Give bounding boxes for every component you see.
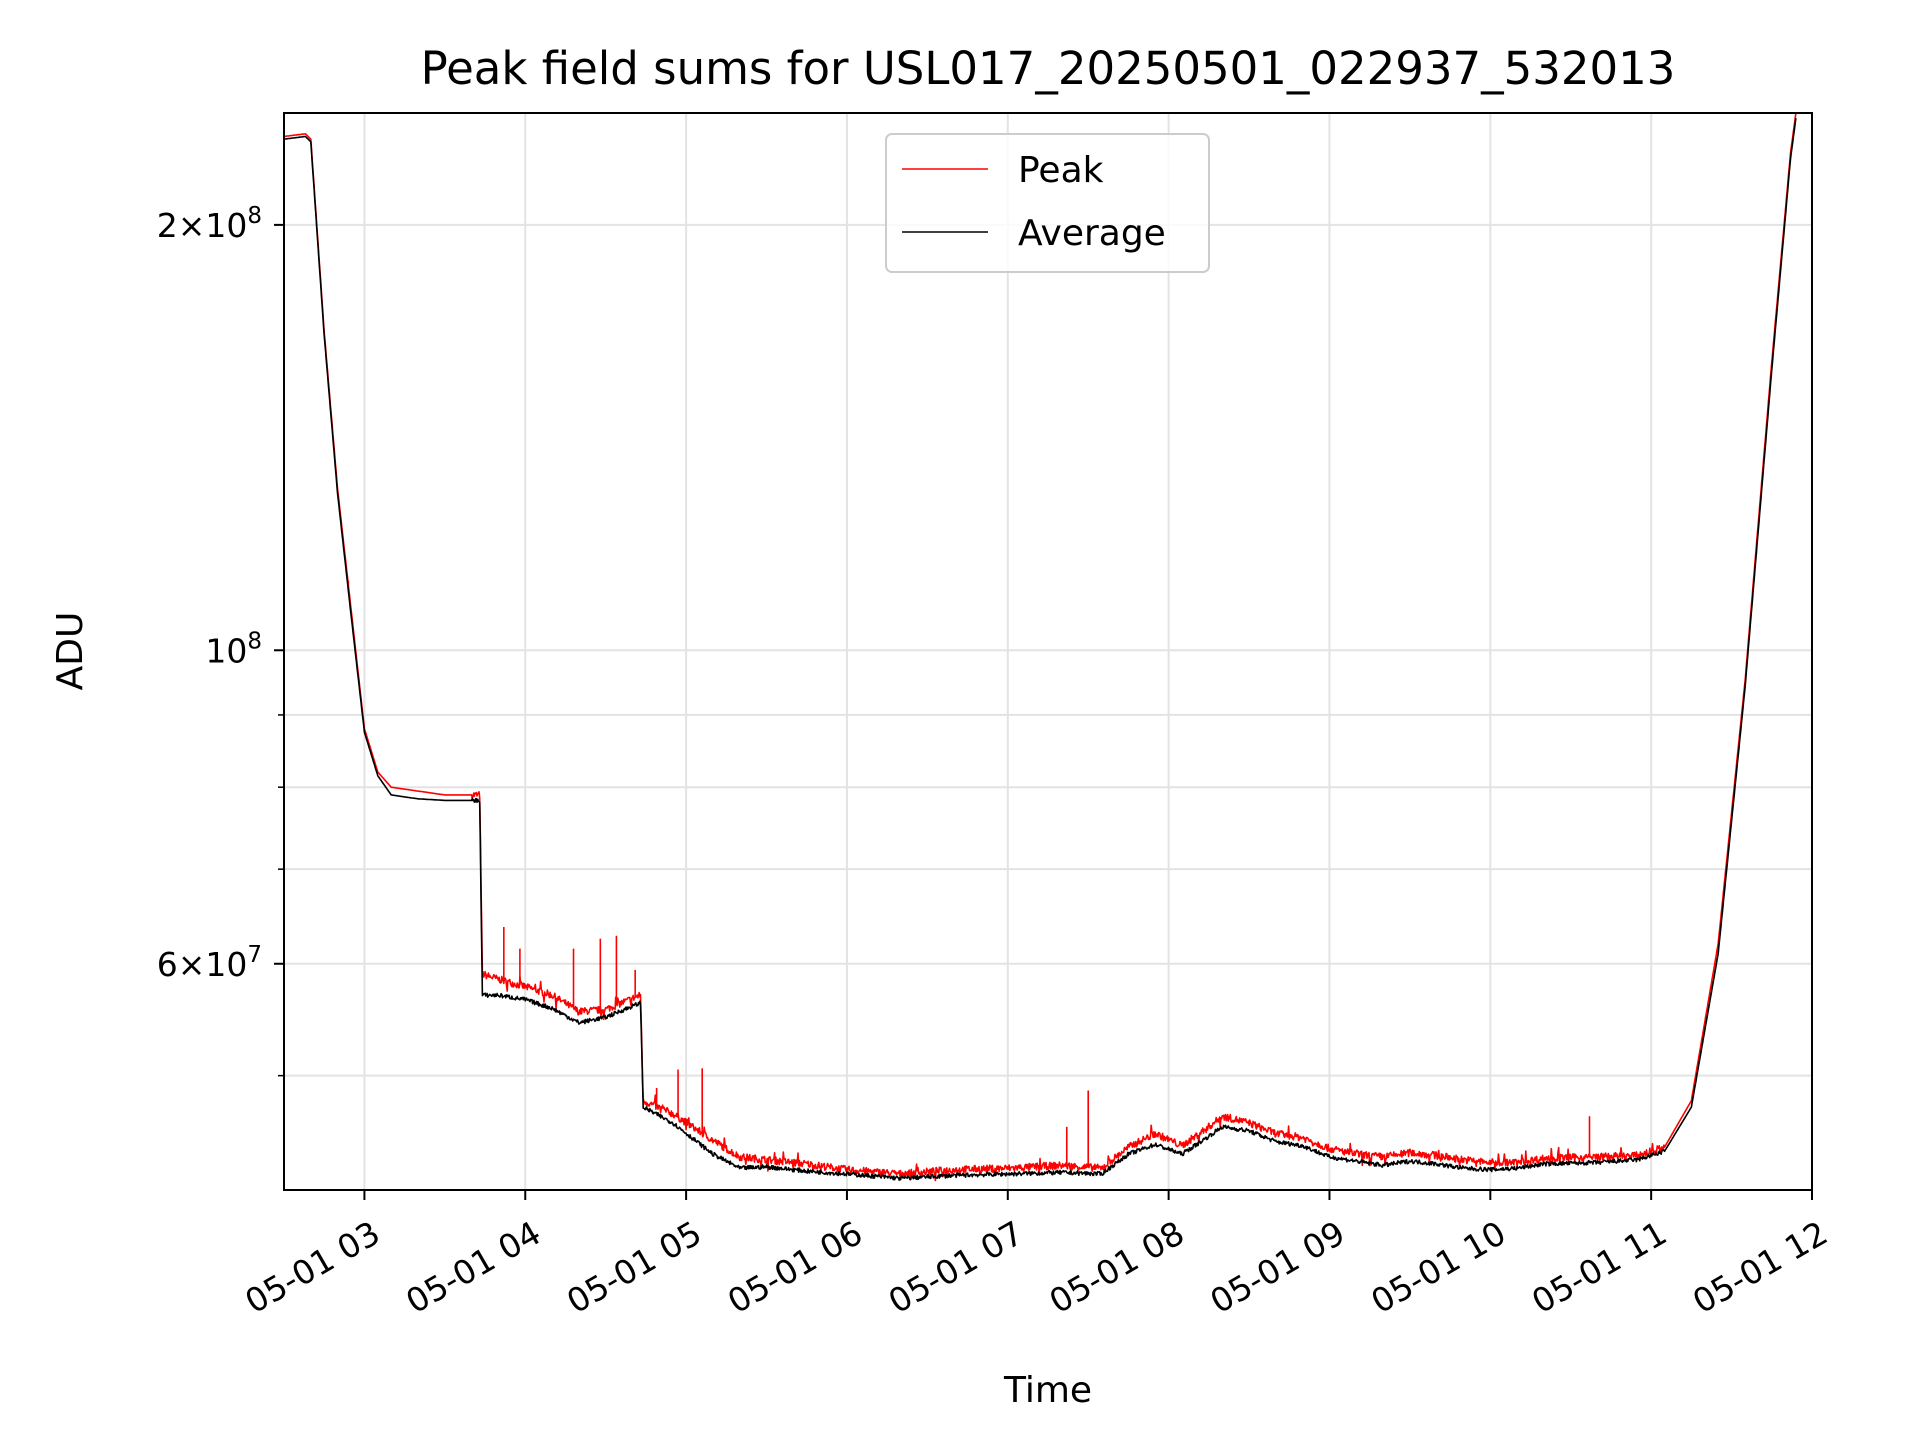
y-axis-label: ADU <box>50 612 91 691</box>
legend-peak-label: Peak <box>1018 150 1104 191</box>
series-line-peak <box>284 113 1797 1182</box>
chart-title: Peak field sums for USL017_20250501_0229… <box>421 42 1676 95</box>
y-tick-label: 6×107 <box>157 942 262 984</box>
grid <box>284 113 1812 1190</box>
legend: Peak Average <box>885 133 1210 273</box>
y-tick-label: 108 <box>205 628 262 670</box>
series-line-average <box>284 117 1797 1181</box>
x-axis-label: Time <box>1003 1370 1092 1411</box>
plot-frame <box>283 112 1813 1191</box>
plot-area <box>284 113 1797 1182</box>
y-tick-label: 2×108 <box>157 203 262 245</box>
y-axis-ticks: 6×107 108 2×108 <box>157 203 284 984</box>
legend-average-label: Average <box>1018 213 1166 254</box>
